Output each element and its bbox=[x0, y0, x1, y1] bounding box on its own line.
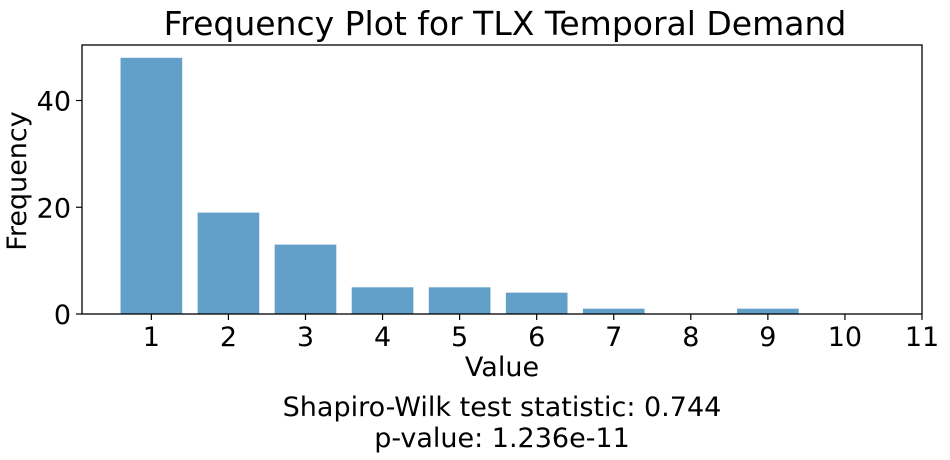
y-tick-label: 40 bbox=[37, 87, 71, 118]
shapiro-wilk-statistic: Shapiro-Wilk test statistic: 0.744 bbox=[283, 392, 722, 423]
y-axis-ticks: 0 20 40 bbox=[37, 87, 82, 331]
bar-1 bbox=[120, 57, 183, 315]
bar-4 bbox=[351, 287, 414, 314]
x-tick-label: 10 bbox=[828, 322, 862, 353]
x-axis-label: Value bbox=[465, 352, 539, 383]
bar-5 bbox=[428, 287, 491, 314]
p-value: p-value: 1.236e-11 bbox=[374, 423, 630, 454]
x-tick-label: 1 bbox=[143, 322, 160, 353]
x-tick-label: 2 bbox=[220, 322, 237, 353]
y-tick-label: 20 bbox=[37, 193, 71, 224]
x-tick-label: 4 bbox=[374, 322, 391, 353]
chart-title: Frequency Plot for TLX Temporal Demand bbox=[164, 4, 847, 43]
bar-6 bbox=[505, 292, 568, 314]
x-tick-label: 6 bbox=[528, 322, 545, 353]
x-tick-label: 11 bbox=[905, 322, 939, 353]
y-axis-label: Frequency bbox=[2, 111, 33, 251]
x-tick-label: 5 bbox=[451, 322, 468, 353]
y-tick-label: 0 bbox=[54, 300, 71, 331]
bars bbox=[120, 57, 799, 315]
x-tick-label: 8 bbox=[682, 322, 699, 353]
plot-frame bbox=[81, 44, 923, 315]
bar-7 bbox=[582, 308, 645, 314]
x-tick-label: 9 bbox=[759, 322, 776, 353]
bar-9 bbox=[737, 308, 799, 314]
x-axis-ticks: 1 2 3 4 5 6 7 8 9 10 11 bbox=[143, 314, 939, 353]
bar-3 bbox=[274, 244, 337, 314]
x-tick-label: 7 bbox=[605, 322, 622, 353]
bar-2 bbox=[197, 212, 260, 314]
x-tick-label: 3 bbox=[297, 322, 314, 353]
